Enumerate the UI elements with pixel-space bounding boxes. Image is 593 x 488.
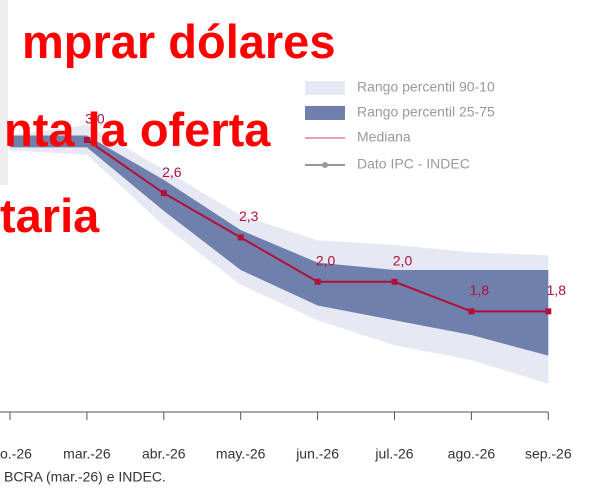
plot: 3,0 2,6 2,3 2,0 2,0 1,8 1,8 xyxy=(10,111,566,384)
point xyxy=(391,278,398,285)
point xyxy=(83,136,90,143)
headline: taria xyxy=(0,189,100,242)
legend: Rango percentil 90-10 Rango percentil 25-… xyxy=(305,79,495,172)
point xyxy=(545,308,552,315)
headline: mprar dólares xyxy=(22,15,335,68)
point xyxy=(237,234,244,241)
x-tick-label: abr.-26 xyxy=(142,446,186,462)
x-tick-label: may.-26 xyxy=(216,446,266,462)
x-tick-label: jul.-26 xyxy=(374,446,413,462)
x-tick-label: o.-26 xyxy=(0,446,32,462)
band xyxy=(10,135,549,356)
x-tick-label: jun.-26 xyxy=(295,446,339,462)
legend-label: Rango percentil 90-10 xyxy=(357,79,495,95)
value-label: 2,3 xyxy=(239,208,259,224)
x-tick-label: sep.-26 xyxy=(525,446,572,462)
value-label: 2,0 xyxy=(393,253,413,269)
legend-swatch xyxy=(305,81,345,95)
value-label: 1,8 xyxy=(547,282,567,298)
headline: nta la oferta xyxy=(4,103,271,156)
legend-swatch xyxy=(305,106,345,120)
x-tick-label: mar.-26 xyxy=(63,446,111,462)
legend-label: Dato IPC - INDEC xyxy=(357,156,470,172)
source: BCRA (mar.-26) e INDEC. xyxy=(4,469,166,485)
value-label: 2,0 xyxy=(316,253,336,269)
point xyxy=(468,308,475,315)
point xyxy=(160,190,167,197)
value-label: 2,6 xyxy=(162,164,182,180)
legend-label: Mediana xyxy=(357,129,411,145)
side-strip xyxy=(0,0,8,185)
legend-swatch xyxy=(322,162,328,168)
legend-label: Rango percentil 25-75 xyxy=(357,104,495,120)
value-label: 1,8 xyxy=(470,282,490,298)
x-tick-label: ago.-26 xyxy=(448,446,496,462)
point xyxy=(314,278,321,285)
value-label: 3,0 xyxy=(85,111,105,127)
